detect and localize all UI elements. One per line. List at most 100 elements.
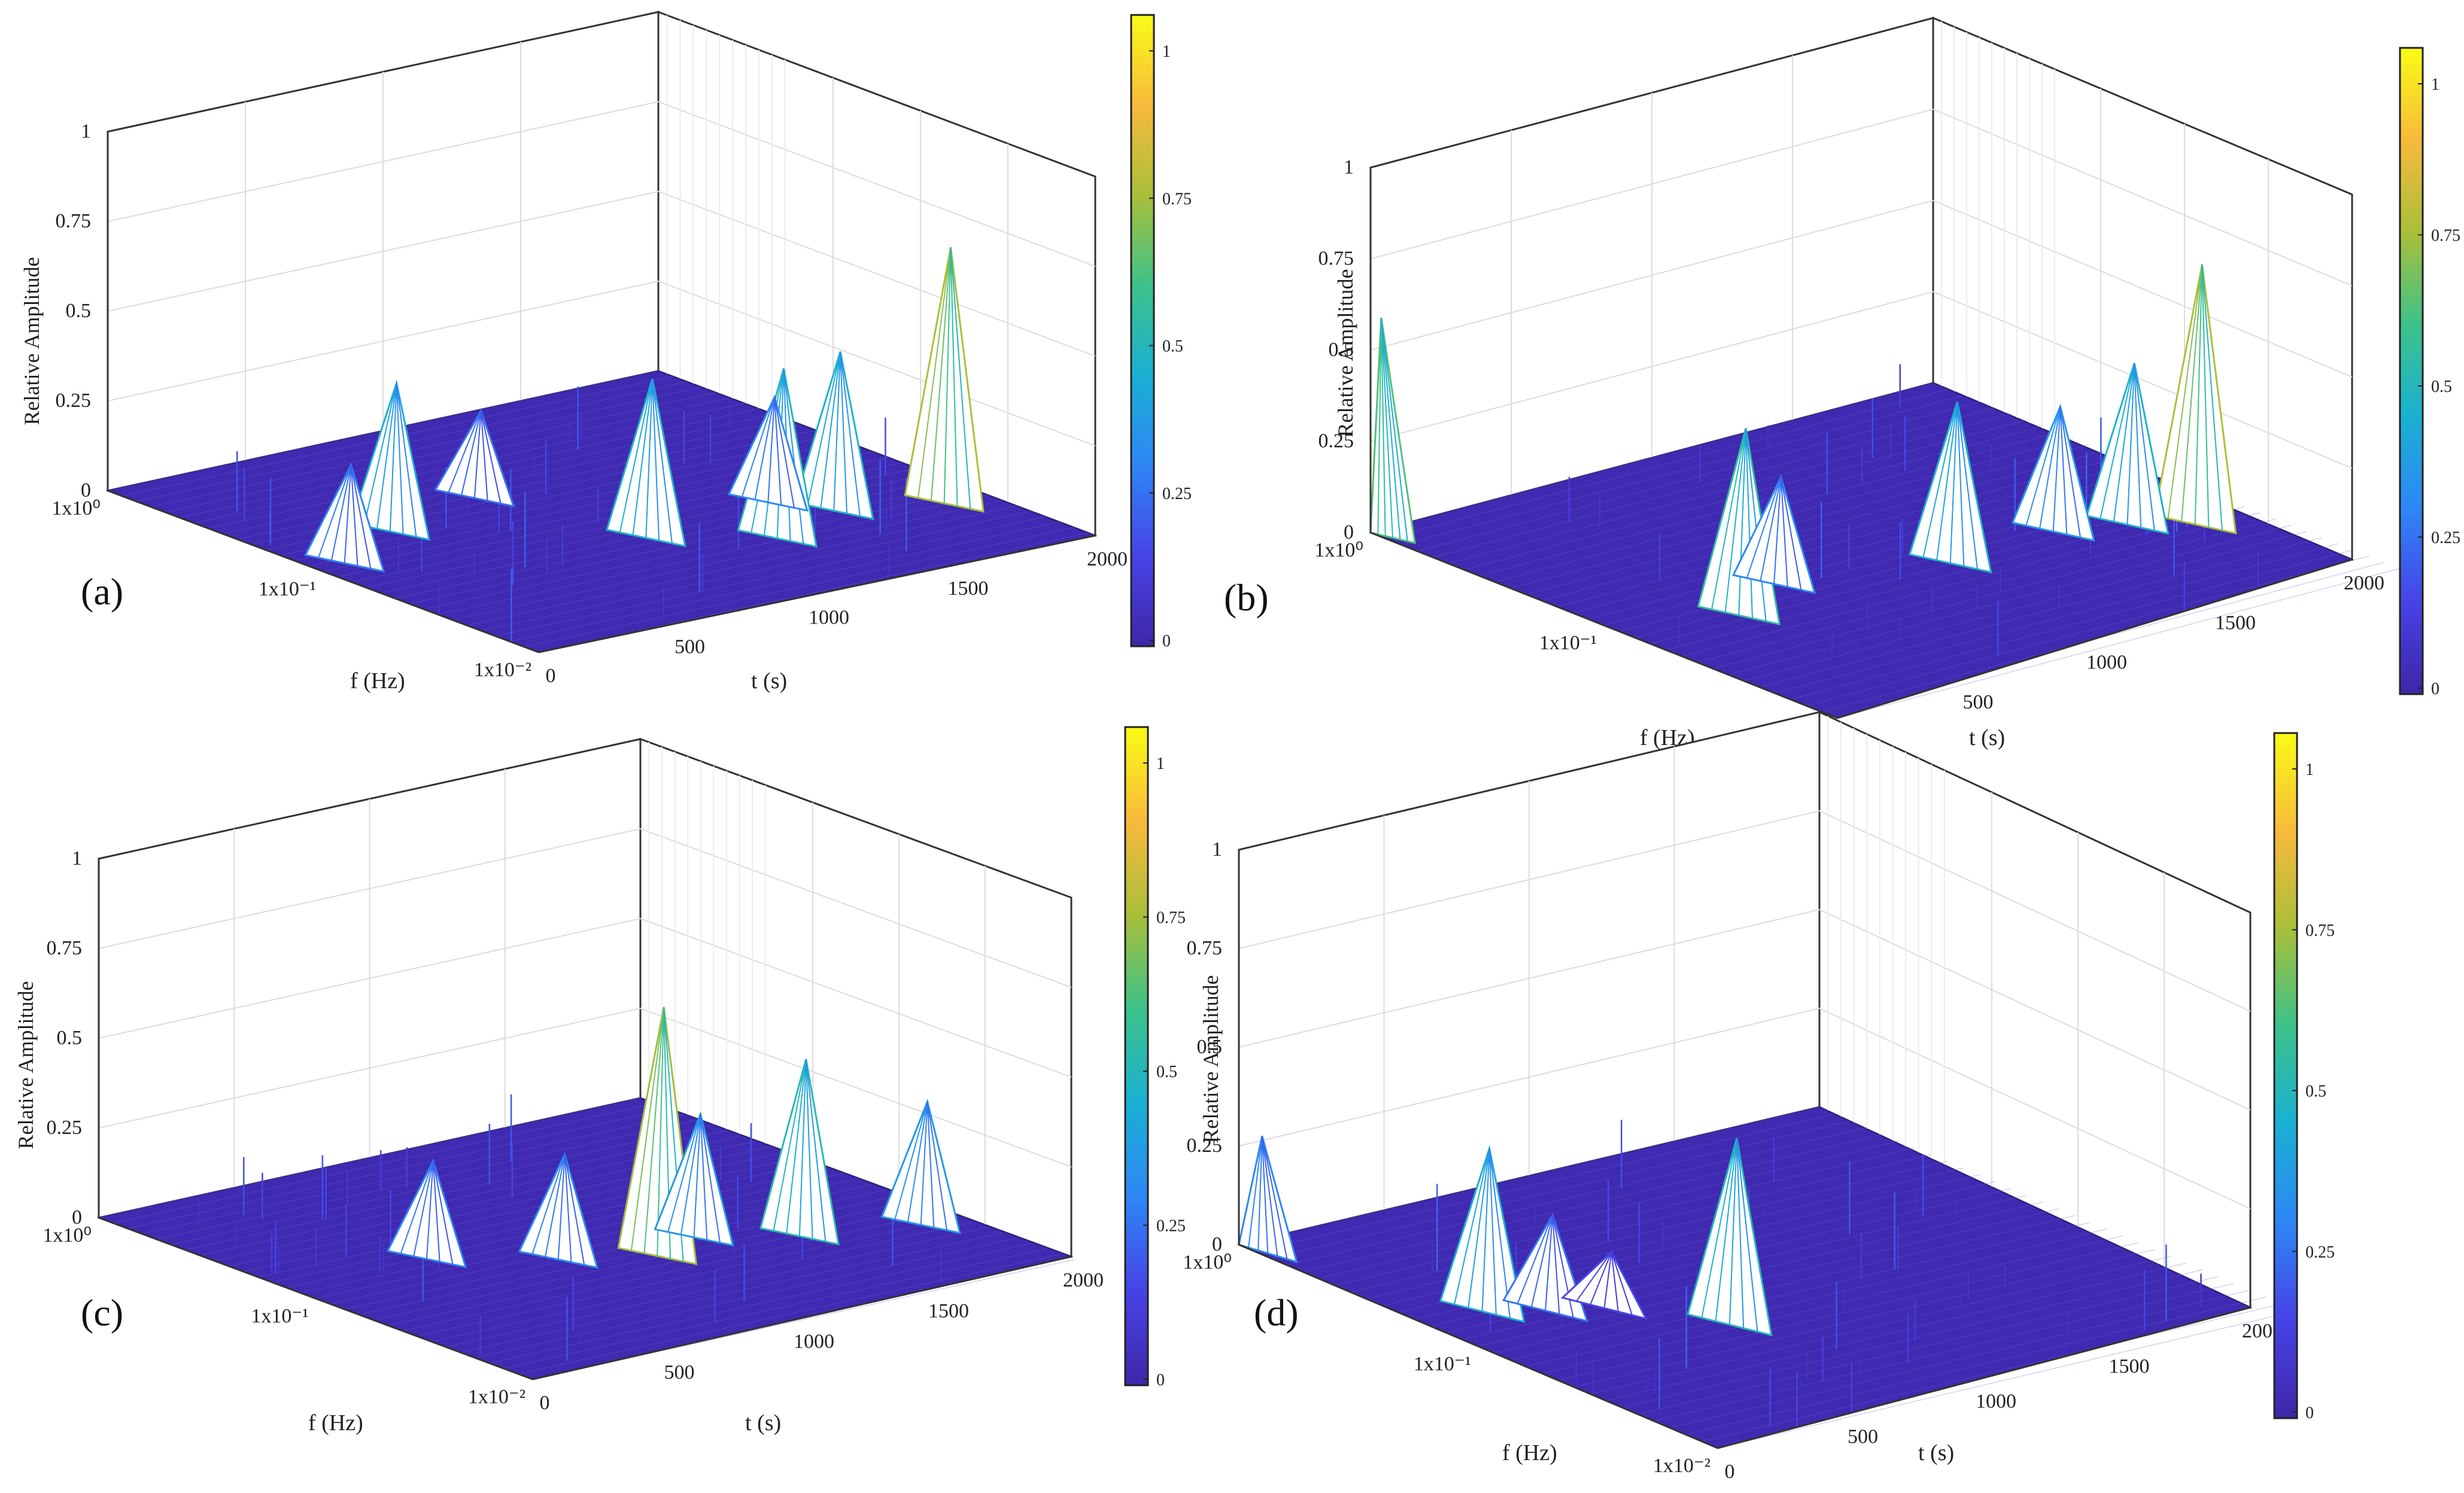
- peak-ribbon: [1380, 317, 1408, 542]
- panel-c: 0 0.25 0.5 0.75 1 1x10⁰ 1x10⁻¹ 1x10⁻² 0 500 1000 15…: [14, 726, 1186, 1436]
- z-tick-label: 1: [1212, 838, 1222, 860]
- peak-ribbon: [2113, 363, 2135, 522]
- f-axis-label: f (Hz): [1502, 1440, 1557, 1465]
- t-tick-label: 500: [1963, 691, 1994, 713]
- z-ticks: 0 0.25 0.5 0.75 1: [47, 847, 83, 1229]
- surface-mesh-line: [1286, 1127, 1868, 1266]
- surface-mesh-line: [445, 1227, 988, 1348]
- t-axis-line: [1837, 558, 2353, 719]
- peak-ribbon: [2134, 363, 2155, 531]
- peak-ribbon: [1773, 477, 1782, 584]
- peak-ribbon: [531, 1154, 566, 1255]
- peak-ribbon: [1380, 318, 1386, 536]
- colorbar-tick-label: 0.5: [1162, 337, 1183, 356]
- colorbar-tick-label: 0: [1156, 1371, 1165, 1389]
- peak-ribbon: [2059, 406, 2081, 538]
- z-tick-label: 1: [72, 847, 82, 869]
- surface-mesh-line: [509, 521, 1061, 642]
- f-ticks: 1x10⁰ 1x10⁻¹ 1x10⁻²: [42, 1224, 525, 1408]
- panel-label: (a): [81, 570, 123, 613]
- z-ticks: 0 0.25 0.5 0.75 1: [1187, 838, 1223, 1255]
- peak-ribbon: [2059, 406, 2068, 535]
- peak-ribbon: [840, 351, 848, 514]
- surface-mesh-line: [1370, 382, 1934, 533]
- t-axis-label: t (s): [745, 1410, 781, 1436]
- peak-ribbon: [432, 1160, 454, 1265]
- gridlines: [1238, 716, 2251, 1267]
- surface-mesh-line: [1238, 1106, 1820, 1245]
- peak-ribbon: [754, 397, 776, 500]
- surface-mesh-line: [127, 1108, 670, 1229]
- t-tick-label: 1000: [794, 1331, 834, 1353]
- peak-ribbon: [643, 1007, 665, 1254]
- surface-mesh-line: [1759, 537, 2323, 688]
- t-tick-label: 1000: [1976, 1391, 2016, 1413]
- peak-ribbon: [1736, 1138, 1745, 1328]
- surface-mesh-line: [1526, 1229, 2107, 1367]
- colorbar: 0 0.25 0.5 0.75 1: [1124, 726, 1186, 1389]
- surface-mesh-line: [1717, 1310, 2299, 1449]
- grid-z: [1238, 1007, 2251, 1209]
- peaks: [386, 1007, 961, 1269]
- peak-ribbon: [557, 1154, 566, 1260]
- f-ticks: 1x10⁰ 1x10⁻¹ 1x10⁻²: [51, 497, 531, 681]
- surface-mesh-line: [1806, 555, 2369, 706]
- colorbar-tick-label: 0.25: [2305, 1243, 2335, 1261]
- peak-ribbon: [1715, 1138, 1737, 1322]
- peak-ribbon: [693, 1114, 701, 1237]
- peak-ribbon: [461, 411, 482, 495]
- peaks: [1238, 1136, 1773, 1337]
- t-tick-label: 2000: [1063, 1269, 1104, 1291]
- f-tick-label: 1x10⁻²: [474, 659, 531, 681]
- peak-ribbon: [1724, 428, 1747, 613]
- peak-ribbon: [448, 410, 482, 493]
- peak-ribbon: [1248, 1136, 1263, 1248]
- surface-mesh-line: [460, 1232, 1002, 1353]
- peak-ribbon: [798, 1059, 807, 1236]
- peak-ribbon: [1611, 1251, 1633, 1316]
- peak-ribbon: [840, 351, 861, 516]
- z-tick-label: 0.75: [47, 937, 83, 959]
- surface-mesh-line: [1542, 1235, 2123, 1374]
- surface-mesh-line: [1702, 1303, 2283, 1442]
- peak-ribbon: [1780, 477, 1802, 590]
- z-tick-label: 0: [1212, 1233, 1222, 1255]
- surface-mesh-line: [165, 392, 716, 513]
- surface-mesh-line: [388, 1205, 930, 1326]
- peaks: [304, 247, 985, 573]
- z-ticks: 0 0.25 0.5 0.75 1: [1318, 156, 1354, 543]
- gridlines: [107, 15, 1096, 503]
- t-axis-label: t (s): [1918, 1440, 1954, 1465]
- surface-mesh-line: [503, 1248, 1046, 1369]
- surface-mesh-line: [1386, 388, 1949, 539]
- peak-ribbon: [1552, 1215, 1560, 1315]
- peak-ribbon: [805, 1059, 813, 1239]
- surface-mesh-line: [1271, 1120, 1852, 1259]
- colorbar-tick-label: 0.75: [2431, 227, 2460, 245]
- peak-ribbon: [833, 351, 841, 511]
- surface-mesh-line: [1494, 1215, 2075, 1354]
- peak-ribbon: [807, 351, 841, 506]
- surface-mesh-line: [1621, 1269, 2203, 1408]
- grid-z: [1238, 810, 2251, 1012]
- surface-mesh-line: [481, 510, 1032, 631]
- t-tick-label: 2000: [2344, 572, 2384, 594]
- surface-mesh-line: [1510, 1222, 2091, 1361]
- peak-ribbon: [413, 1160, 434, 1257]
- t-tick-label: 500: [675, 635, 705, 658]
- peak-ribbon: [480, 411, 488, 501]
- z-axis-label: Relative Amplitude: [1199, 975, 1223, 1144]
- surface-mesh-line: [1697, 512, 2261, 663]
- z-tick-label: 0.75: [56, 210, 92, 232]
- peak-ribbon: [926, 1101, 935, 1228]
- peak-ribbon: [1257, 1136, 1263, 1251]
- peak-ribbon: [773, 1059, 807, 1232]
- peak-ribbon: [2052, 406, 2061, 532]
- peak-ribbon: [1590, 1251, 1612, 1305]
- f-tick-label: 1x10⁰: [1183, 1251, 1232, 1273]
- peak-ribbon: [1261, 1136, 1288, 1260]
- f-tick-label: 1x10⁰: [51, 497, 101, 519]
- colorbar-tick-label: 0.5: [1156, 1063, 1177, 1081]
- t-tick-label: 1000: [809, 607, 849, 629]
- z-tick-label: 0.75: [1318, 248, 1354, 270]
